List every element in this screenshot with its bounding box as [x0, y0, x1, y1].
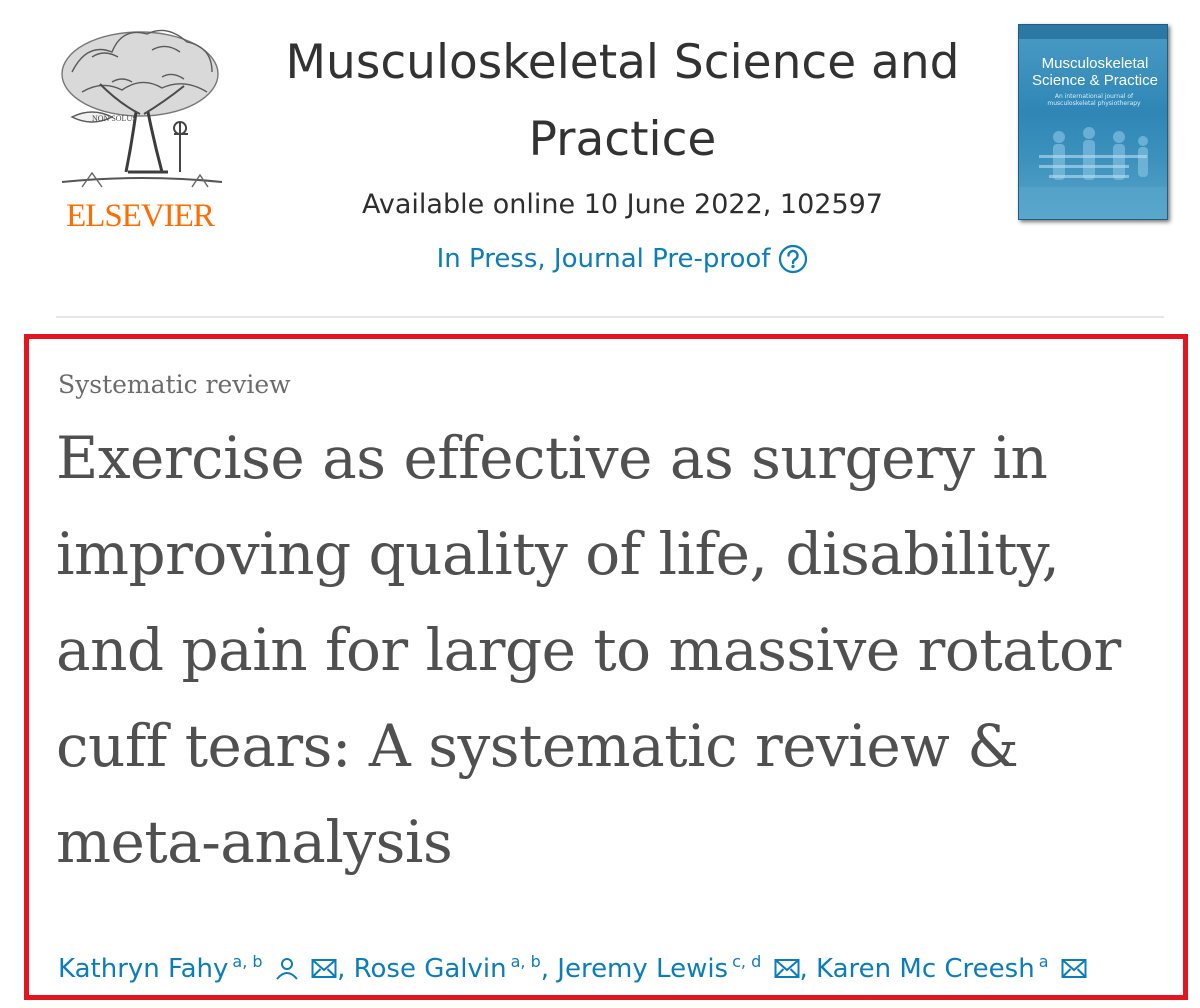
journal-cover-image[interactable]: Musculoskeletal Science & Practice An in…: [1018, 24, 1168, 220]
cover-subtitle: An international journal of musculoskele…: [1047, 93, 1141, 107]
question-circle-icon[interactable]: [778, 244, 808, 274]
availability-info: Available online 10 June 2022, 102597: [361, 189, 883, 220]
envelope-icon[interactable]: [1061, 954, 1087, 990]
journal-title[interactable]: Musculoskeletal Science and Practice: [285, 35, 960, 167]
envelope-icon[interactable]: [311, 954, 337, 990]
author-link[interactable]: Karen Mc Creesh a: [816, 952, 1087, 984]
journal-header: Musculoskeletal Science and Practice Ava…: [270, 24, 975, 276]
cover-figures-icon: [1019, 127, 1167, 219]
author-name: Kathryn Fahy: [58, 954, 229, 984]
author-name: Jeremy Lewis: [557, 954, 729, 984]
highlight-box: [24, 334, 1188, 1000]
elsevier-logo[interactable]: NON SOLUS ELSEVIER: [52, 22, 228, 234]
person-icon[interactable]: [275, 954, 299, 990]
author-name: Rose Galvin: [353, 954, 507, 984]
cover-topline: [1019, 25, 1167, 39]
author-list: Kathryn Fahy a, b , Rose Galvin a, b, Jere…: [58, 944, 1168, 990]
author-affiliation[interactable]: c, d: [732, 952, 762, 971]
elsevier-tree-icon: NON SOLUS: [61, 29, 223, 188]
author-affiliation[interactable]: a, b: [232, 952, 263, 971]
article-type-label: Systematic review: [58, 370, 291, 399]
header-divider: [56, 316, 1164, 318]
publisher-name: ELSEVIER: [66, 198, 215, 234]
author-link[interactable]: Rose Galvin a, b: [353, 952, 541, 984]
journal-pre-proof-link[interactable]: In Press, Journal Pre-proof: [436, 244, 771, 274]
author-link[interactable]: Jeremy Lewis c, d: [557, 952, 799, 984]
cover-title: Musculoskeletal Science & Practice: [1032, 55, 1158, 89]
author-affiliation[interactable]: a, b: [510, 952, 541, 971]
author-affiliation[interactable]: a: [1038, 952, 1049, 971]
author-link[interactable]: Kathryn Fahy a, b: [58, 952, 337, 984]
svg-text:NON SOLUS: NON SOLUS: [92, 114, 137, 123]
author-name: Karen Mc Creesh: [816, 954, 1035, 984]
envelope-icon[interactable]: [774, 954, 800, 990]
status-row: In Press, Journal Pre-proof: [270, 242, 975, 276]
article-title: Exercise as effective as surgery in impr…: [56, 424, 1121, 876]
